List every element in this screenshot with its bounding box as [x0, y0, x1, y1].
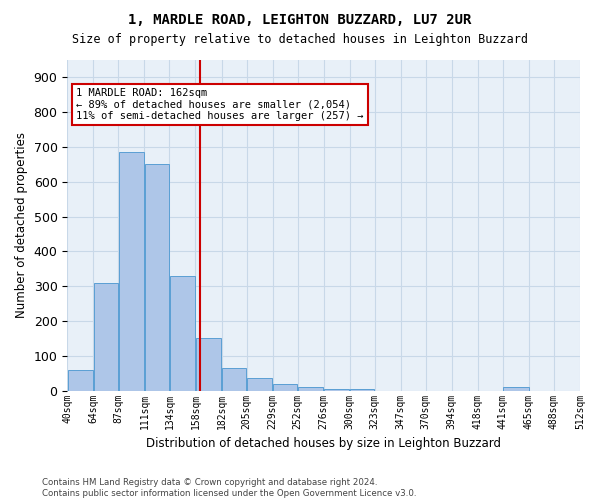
Bar [68, 370, 93, 390]
Bar [196, 338, 221, 390]
Bar [247, 378, 272, 390]
Bar [119, 152, 144, 390]
Bar [324, 389, 349, 390]
Text: Contains HM Land Registry data © Crown copyright and database right 2024.
Contai: Contains HM Land Registry data © Crown c… [42, 478, 416, 498]
Bar [145, 164, 169, 390]
Bar [222, 368, 246, 390]
Y-axis label: Number of detached properties: Number of detached properties [15, 132, 28, 318]
Bar [94, 282, 118, 391]
Text: Size of property relative to detached houses in Leighton Buzzard: Size of property relative to detached ho… [72, 32, 528, 46]
Text: 1, MARDLE ROAD, LEIGHTON BUZZARD, LU7 2UR: 1, MARDLE ROAD, LEIGHTON BUZZARD, LU7 2U… [128, 12, 472, 26]
Bar [298, 387, 323, 390]
Bar [170, 276, 195, 390]
Text: 1 MARDLE ROAD: 162sqm
← 89% of detached houses are smaller (2,054)
11% of semi-d: 1 MARDLE ROAD: 162sqm ← 89% of detached … [76, 88, 364, 121]
Bar [350, 389, 374, 390]
X-axis label: Distribution of detached houses by size in Leighton Buzzard: Distribution of detached houses by size … [146, 437, 501, 450]
Bar [503, 387, 529, 390]
Bar [273, 384, 297, 390]
